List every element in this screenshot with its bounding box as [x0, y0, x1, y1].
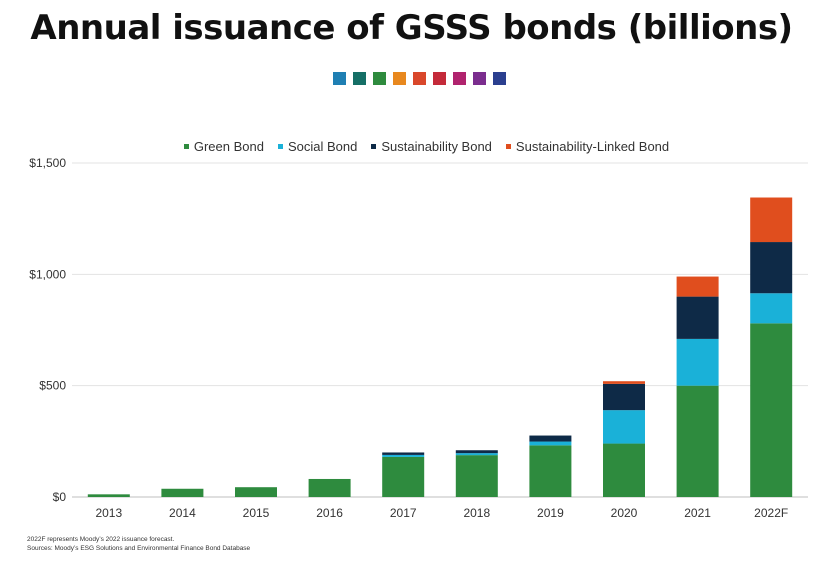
- x-tick-label: 2016: [316, 506, 343, 520]
- x-tick-label: 2015: [243, 506, 270, 520]
- bar-social-bond-2022f: [750, 293, 793, 324]
- color-swatch: [473, 72, 486, 85]
- bar-sustainability-linked-bond-2020: [603, 381, 645, 384]
- x-tick-label: 2013: [95, 506, 122, 520]
- color-swatch: [333, 72, 346, 85]
- footnote-sources: Sources: Moody’s ESG Solutions and Envir…: [27, 545, 251, 552]
- bar-sustainability-bond-2017: [382, 452, 425, 455]
- legend-label: Sustainability Bond: [381, 139, 492, 154]
- bar-social-bond-2021: [676, 338, 719, 386]
- bar-green-bond-2017: [382, 456, 425, 497]
- bar-social-bond-2018: [455, 453, 498, 456]
- y-tick-label: $1,000: [29, 267, 66, 281]
- bar-green-bond-2022f: [750, 323, 793, 497]
- legend-marker: [277, 144, 283, 149]
- bar-green-bond-2014: [161, 488, 204, 497]
- legend-marker: [183, 144, 189, 149]
- bar-sustainability-bond-2018: [455, 450, 498, 454]
- bar-social-bond-2017: [382, 454, 425, 457]
- color-swatch: [433, 72, 446, 85]
- legend-label: Green Bond: [193, 139, 264, 154]
- x-tick-label: 2019: [537, 506, 564, 520]
- bar-green-bond-2018: [455, 455, 498, 497]
- footnote-forecast: 2022F represents Moody’s 2022 issuance f…: [27, 536, 175, 543]
- bar-sustainability-bond-2021: [676, 296, 719, 339]
- bar-green-bond-2016: [308, 478, 351, 497]
- color-swatch: [393, 72, 406, 85]
- x-tick-label: 2017: [390, 506, 417, 520]
- y-tick-label: $0: [53, 490, 67, 504]
- chart-legend: Green Bond Social Bond Sustainability Bo…: [0, 139, 823, 154]
- bar-green-bond-2019: [529, 445, 572, 497]
- legend-item-green-bond: Green Bond: [183, 139, 264, 154]
- page-title: Annual issuance of GSSS bonds (billions): [30, 8, 793, 48]
- bar-green-bond-2015: [235, 487, 277, 497]
- legend-item-sustainability-linked-bond: Sustainability-Linked Bond: [505, 139, 670, 154]
- color-swatch: [413, 72, 426, 85]
- bar-sustainability-bond-2019: [529, 435, 572, 442]
- color-swatch: [453, 72, 466, 85]
- x-tick-label: 2020: [611, 506, 638, 520]
- bar-social-bond-2019: [529, 441, 572, 446]
- decorative-color-swatches: [333, 72, 506, 85]
- x-tick-label: 2014: [169, 506, 196, 520]
- legend-marker: [371, 144, 377, 149]
- bar-green-bond-2021: [676, 385, 719, 497]
- bar-sustainability-linked-bond-2022f: [750, 197, 793, 243]
- x-tick-label: 2018: [463, 506, 490, 520]
- y-tick-label: $1,500: [29, 156, 66, 170]
- bar-sustainability-bond-2020: [603, 383, 645, 411]
- bar-sustainability-linked-bond-2021: [676, 276, 719, 297]
- legend-item-sustainability-bond: Sustainability Bond: [371, 139, 492, 154]
- y-tick-label: $500: [39, 379, 66, 393]
- bar-social-bond-2020: [603, 410, 645, 444]
- x-tick-label: 2021: [684, 506, 711, 520]
- bar-green-bond-2020: [603, 443, 645, 497]
- legend-item-social-bond: Social Bond: [277, 139, 358, 154]
- bar-green-bond-2013: [87, 494, 130, 497]
- legend-label: Social Bond: [287, 139, 358, 154]
- x-tick-label: 2022F: [754, 506, 788, 520]
- legend-label: Sustainability-Linked Bond: [515, 139, 670, 154]
- bar-sustainability-bond-2022f: [750, 242, 793, 294]
- legend-marker: [505, 144, 511, 149]
- color-swatch: [493, 72, 506, 85]
- color-swatch: [353, 72, 366, 85]
- color-swatch: [373, 72, 386, 85]
